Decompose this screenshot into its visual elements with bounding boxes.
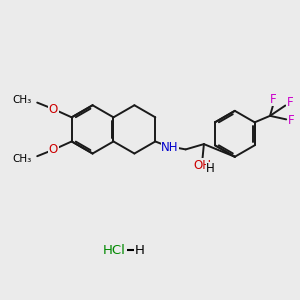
Text: CH₃: CH₃: [13, 95, 32, 105]
Text: NH: NH: [161, 141, 179, 154]
Text: H: H: [206, 162, 215, 175]
Text: F: F: [286, 95, 293, 109]
Text: F: F: [288, 114, 295, 127]
Text: O: O: [49, 143, 58, 156]
Text: CH₃: CH₃: [13, 154, 32, 164]
Text: F: F: [270, 93, 277, 106]
Text: H: H: [135, 244, 145, 256]
Text: OH: OH: [194, 159, 211, 172]
Text: HCl: HCl: [103, 244, 126, 256]
Text: O: O: [49, 103, 58, 116]
